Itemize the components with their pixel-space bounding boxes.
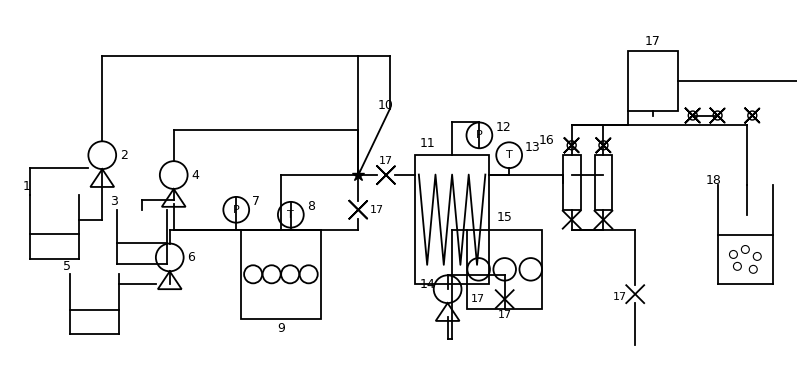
- Text: 17: 17: [645, 34, 661, 48]
- Bar: [594, 155, 612, 210]
- Text: 15: 15: [497, 211, 513, 224]
- Text: 6: 6: [188, 251, 195, 264]
- Text: 3: 3: [110, 195, 118, 208]
- Text: 13: 13: [525, 141, 541, 154]
- Text: 2: 2: [120, 149, 128, 162]
- Text: 10: 10: [377, 99, 393, 112]
- Bar: [562, 155, 581, 210]
- Text: 7: 7: [252, 195, 260, 208]
- Text: 17: 17: [470, 294, 485, 304]
- Bar: [415, 155, 490, 284]
- Text: 4: 4: [191, 169, 199, 182]
- Text: 17: 17: [614, 292, 627, 302]
- Bar: [467, 229, 542, 309]
- Text: P: P: [233, 205, 240, 215]
- Bar: [242, 229, 321, 319]
- Text: 17: 17: [379, 156, 393, 166]
- Text: 9: 9: [277, 322, 285, 335]
- Text: 17: 17: [498, 310, 512, 320]
- Text: 16: 16: [539, 134, 554, 147]
- Text: T: T: [287, 210, 294, 220]
- Text: 5: 5: [62, 260, 70, 273]
- Text: 18: 18: [706, 173, 722, 187]
- Text: 14: 14: [420, 278, 436, 291]
- Text: 12: 12: [495, 121, 511, 134]
- Text: 8: 8: [306, 200, 314, 213]
- Text: 11: 11: [419, 137, 435, 150]
- Text: P: P: [476, 130, 482, 141]
- Text: 17: 17: [370, 205, 384, 215]
- Bar: [628, 51, 678, 111]
- Text: T: T: [506, 150, 513, 160]
- Text: 1: 1: [23, 180, 30, 194]
